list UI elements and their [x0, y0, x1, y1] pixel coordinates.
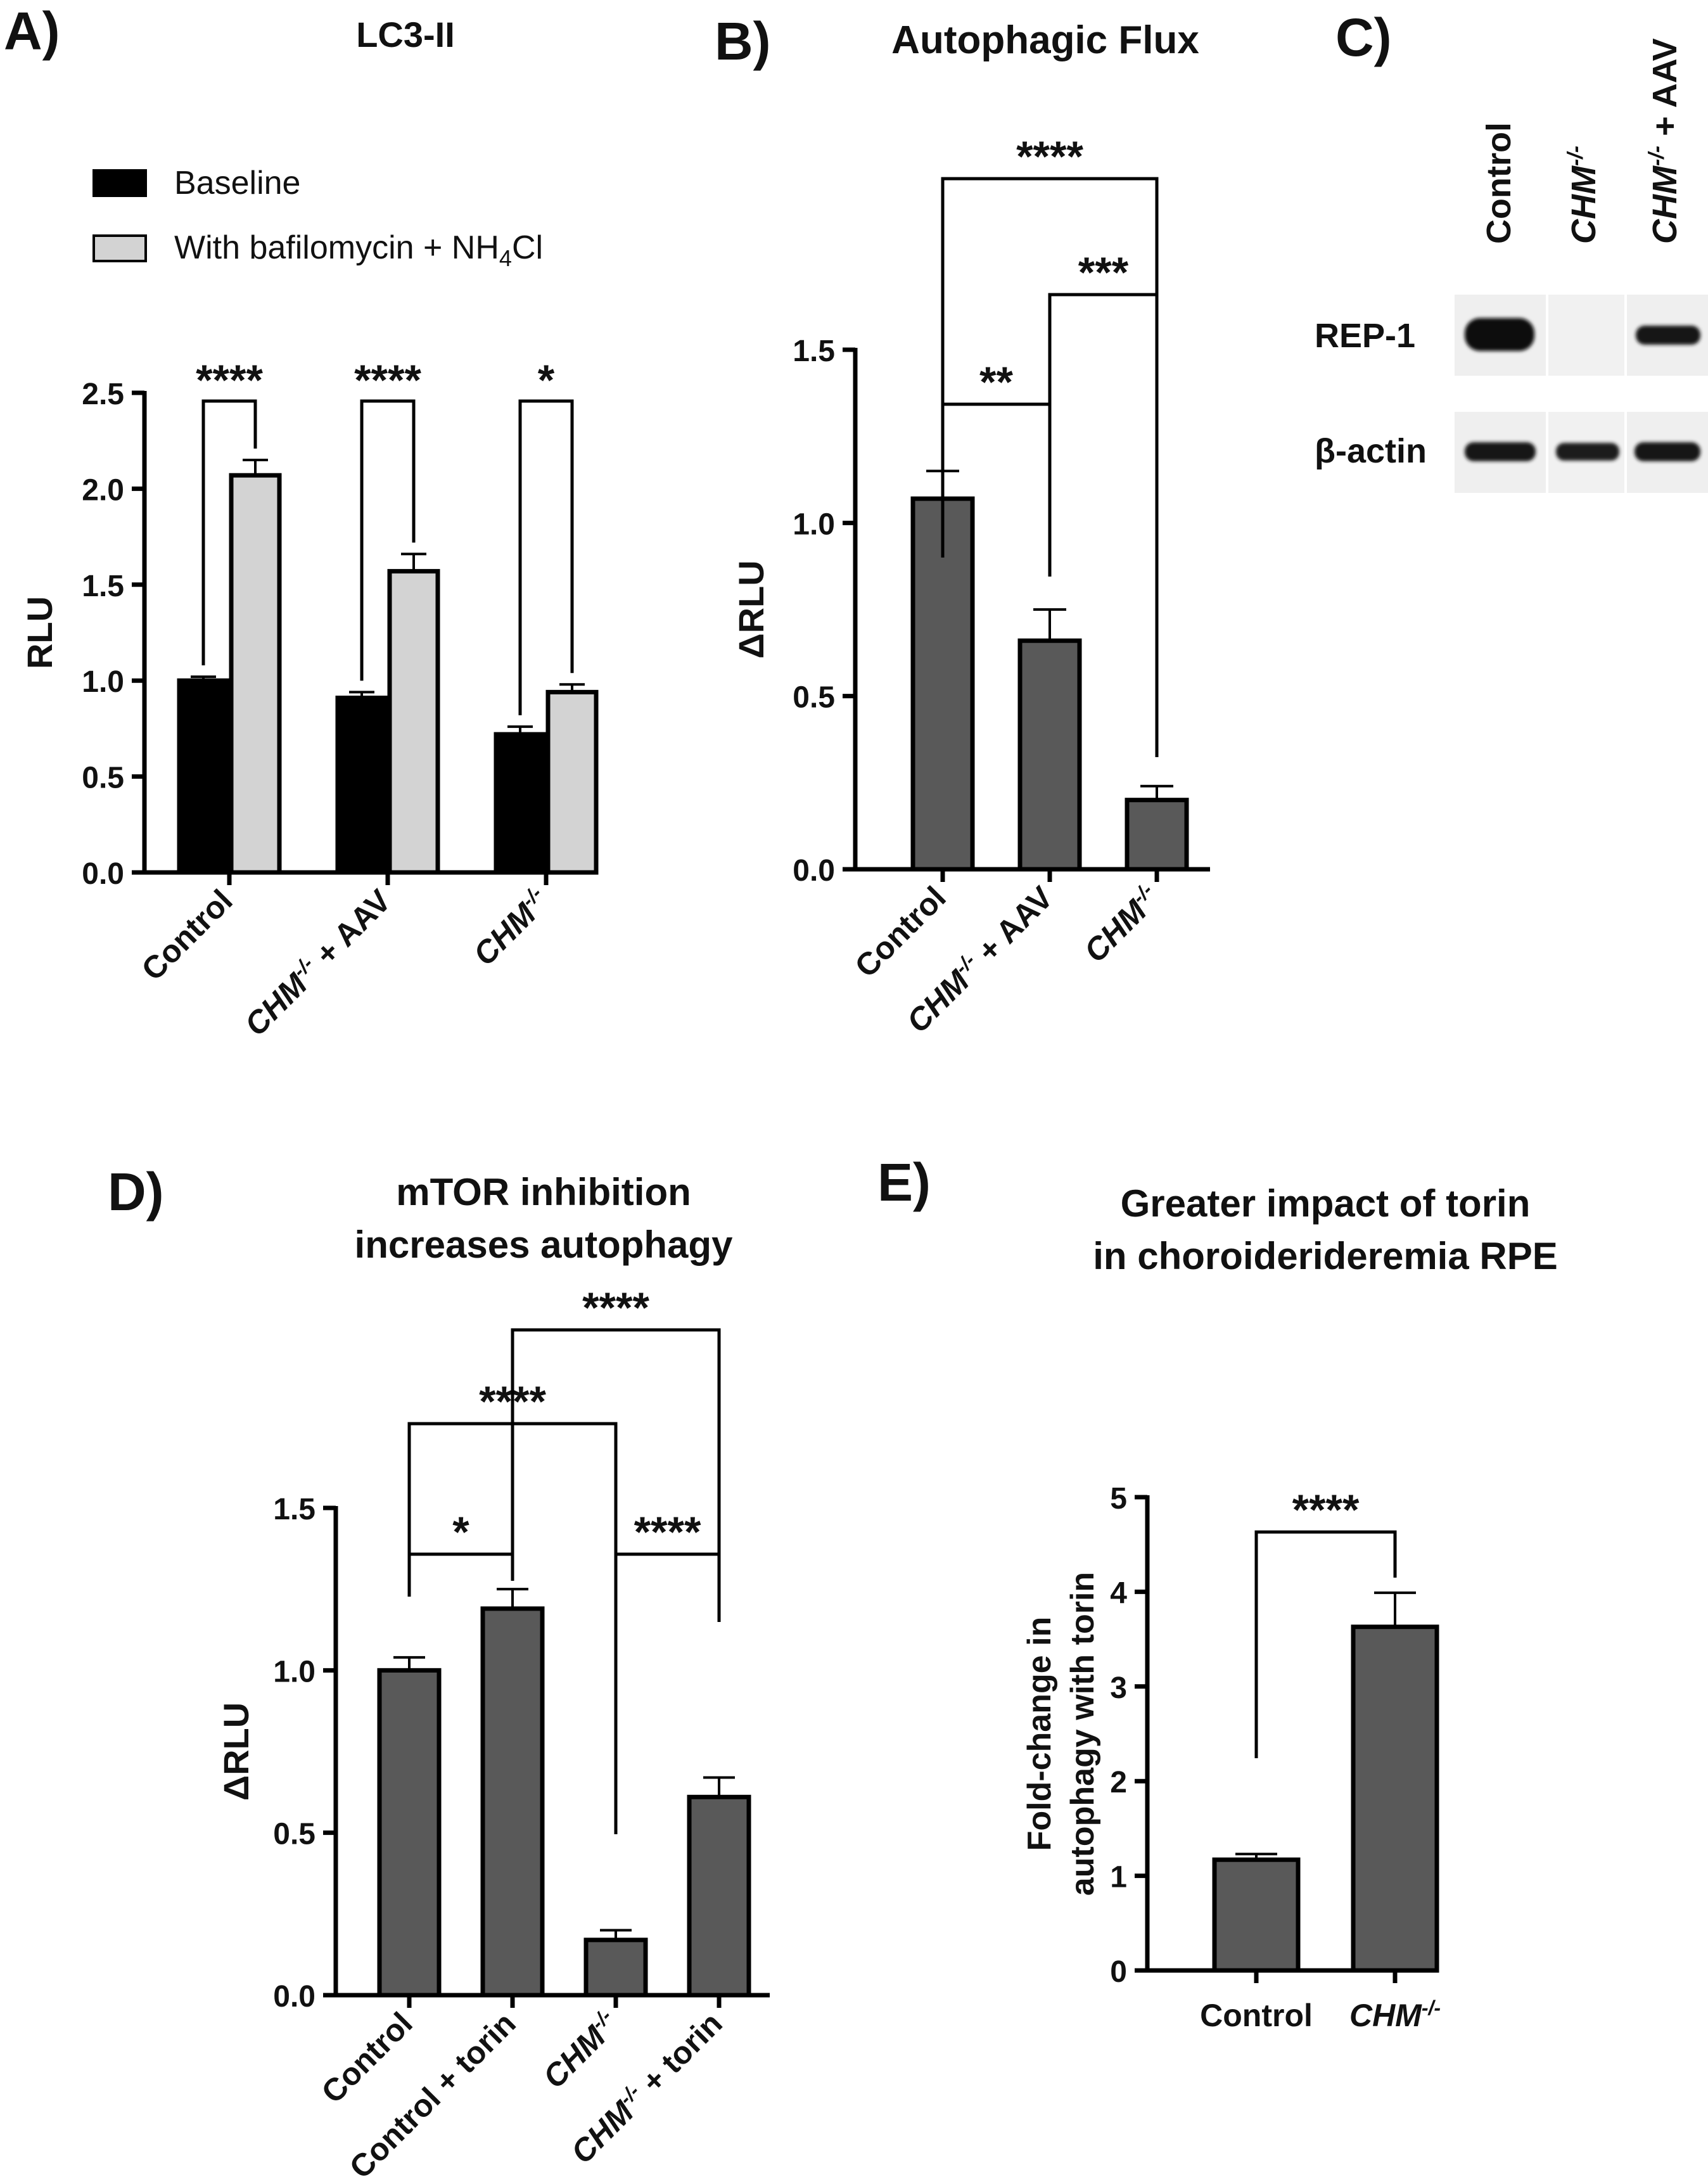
- bar-treated-2: [545, 689, 599, 875]
- significance-label: ****: [582, 1284, 649, 1332]
- western-blot: Control CHM-/- CHM-/- + AAV REP-1 β-acti…: [1315, 38, 1708, 493]
- y-axis-label: RLU: [20, 596, 60, 669]
- significance-label: *: [538, 356, 555, 404]
- y-tick-label: 1.0: [793, 508, 835, 541]
- bar-baseline-1: [335, 695, 388, 875]
- bar-3: [687, 1794, 751, 1998]
- x-tick-label: CHM-/-: [466, 882, 556, 973]
- x-tick-label: Control: [1200, 1998, 1313, 2033]
- panel-e-title-line1: Greater impact of torin: [1121, 1182, 1531, 1225]
- legend-swatch-treated: [92, 234, 147, 262]
- blot-lane-label-chm: CHM-/-: [1564, 146, 1603, 244]
- y-tick-label: 0.5: [793, 681, 835, 715]
- significance-label: ****: [1292, 1486, 1360, 1534]
- bar-treated-1: [387, 569, 440, 875]
- y-tick-label: 1.5: [793, 335, 835, 368]
- blot-row-label-actin: β-actin: [1315, 432, 1427, 470]
- y-tick-label: 1.5: [82, 570, 124, 603]
- significance-bracket: [360, 399, 416, 681]
- y-tick-label: 3: [1110, 1671, 1127, 1705]
- significance-label: ****: [634, 1508, 701, 1556]
- x-tick-label: CHM-/-: [535, 2005, 626, 2095]
- legend-label-baseline: Baseline: [174, 165, 300, 201]
- x-tick-label: Control: [135, 883, 239, 987]
- significance-label: ****: [354, 356, 421, 404]
- legend-swatch-baseline: [92, 169, 147, 197]
- y-tick-label: 0.0: [273, 1980, 315, 2014]
- bar-0: [1212, 1857, 1301, 1973]
- y-tick-label: 1.0: [82, 665, 124, 699]
- bar-baseline-2: [494, 732, 547, 875]
- y-tick-label: 1.0: [273, 1655, 315, 1689]
- x-tick-label: Control: [848, 879, 953, 984]
- y-tick-label: 2.5: [82, 378, 124, 411]
- y-tick-label: 2.0: [82, 473, 124, 507]
- panel-d-title-line1: mTOR inhibition: [396, 1171, 691, 1213]
- panel-e-title-line2: in choroiderideremia RPE: [1093, 1235, 1558, 1277]
- significance-label: ****: [196, 356, 263, 404]
- x-tick-label: Control: [315, 2005, 419, 2110]
- legend-label-treated: With bafilomycin + NH4Cl: [174, 229, 543, 271]
- significance-bracket: [941, 177, 1159, 751]
- y-tick-label: 0.5: [273, 1818, 315, 1851]
- blot-lane-label-control: Control: [1480, 122, 1518, 244]
- blot-band-actin-control: [1465, 442, 1536, 461]
- legend: Baseline With bafilomycin + NH4Cl: [92, 165, 543, 271]
- y-tick-label: 1: [1110, 1861, 1127, 1894]
- y-axis-label-line1: Fold-change in: [1021, 1617, 1058, 1851]
- bar-2: [1125, 798, 1189, 872]
- panel-d-letter: D): [108, 1162, 164, 1222]
- blot-band-actin-chm: [1556, 443, 1619, 461]
- significance-label: ***: [1078, 248, 1129, 297]
- significance-bracket: [614, 1552, 721, 1834]
- significance-label: ****: [1016, 132, 1083, 181]
- panel-c-letter: C): [1335, 8, 1392, 67]
- blot-lane-label-chm-aav: CHM-/- + AAV: [1645, 38, 1684, 244]
- blot-row-label-rep1: REP-1: [1315, 317, 1415, 355]
- blot-band-actin-chm-aav: [1635, 442, 1700, 461]
- significance-bracket: [518, 399, 574, 715]
- panel-a-letter: A): [4, 1, 60, 61]
- bar-1: [1017, 638, 1082, 872]
- panel-b-letter: B): [715, 11, 771, 71]
- chart-e-foldchange: 0 1 2 3 4 5 Control CHM-/- Fold-change in autopha…: [1021, 1482, 1441, 2033]
- bar-baseline-0: [177, 678, 230, 875]
- y-tick-label: 0: [1110, 1955, 1127, 1989]
- blot-band-rep1-control: [1465, 318, 1534, 351]
- y-tick-label: 0.0: [82, 857, 124, 891]
- bar-0: [377, 1668, 442, 1998]
- significance-label: **: [979, 358, 1013, 406]
- bar-1: [1351, 1625, 1439, 1973]
- y-tick-label: 4: [1110, 1576, 1127, 1610]
- blot-strip-rep1-b: [1548, 295, 1624, 376]
- panel-a-title: LC3-II: [356, 15, 455, 54]
- panel-e-letter: E): [877, 1152, 931, 1212]
- panel-d-title-line2: increases autophagy: [355, 1223, 734, 1266]
- significance-label: *: [452, 1508, 469, 1556]
- x-tick-label: CHM-/- + AAV: [237, 881, 398, 1042]
- y-tick-label: 2: [1110, 1766, 1127, 1799]
- y-axis-label: ΔRLU: [731, 560, 771, 658]
- x-tick-label: CHM-/-: [1349, 1996, 1441, 2033]
- significance-bracket: [511, 1328, 721, 1622]
- y-axis-label-line2: autophagy with torin: [1064, 1572, 1101, 1896]
- significance-bracket: [201, 399, 257, 666]
- y-tick-label: 1.5: [273, 1493, 315, 1526]
- panel-b-title: Autophagic Flux: [891, 18, 1199, 62]
- blot-band-rep1-chm-aav: [1636, 326, 1700, 345]
- bar-0: [910, 496, 975, 872]
- y-tick-label: 5: [1110, 1482, 1127, 1516]
- y-tick-label: 0.5: [82, 762, 124, 795]
- x-tick-label: CHM-/-: [1076, 879, 1167, 969]
- bar-treated-0: [229, 473, 282, 875]
- y-axis-label: ΔRLU: [216, 1702, 256, 1801]
- significance-bracket: [1254, 1530, 1397, 1758]
- y-tick-label: 0.0: [793, 854, 835, 888]
- bar-1: [480, 1606, 545, 1998]
- bar-2: [583, 1938, 648, 1998]
